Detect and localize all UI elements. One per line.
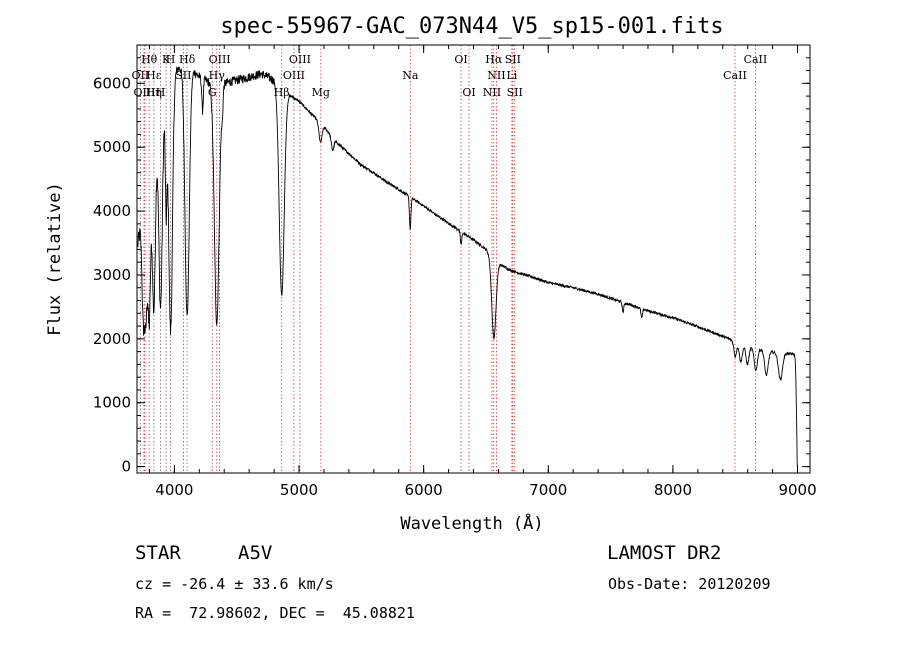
line-label: NII [483, 86, 501, 99]
line-label: Hα [485, 53, 503, 66]
line-label: Hδ [179, 53, 196, 66]
y-tick-label: 5000 [93, 138, 131, 156]
line-label: OIII [209, 53, 231, 66]
line-label: NII [487, 69, 505, 82]
y-tick-label: 4000 [93, 202, 131, 220]
line-label: Li [506, 69, 517, 82]
line-label: Hγ [209, 69, 226, 82]
chart-title: spec-55967-GAC_073N44_V5_sp15-001.fits [220, 14, 723, 39]
line-label: OI [462, 86, 475, 99]
line-markers [139, 45, 756, 473]
y-axis: 0 1000 2000 3000 4000 5000 6000 [93, 57, 810, 476]
x-tick-label: 5000 [280, 481, 318, 499]
line-label: Hε [146, 69, 162, 82]
y-tick-label: 3000 [93, 266, 131, 284]
line-label: CaII [744, 53, 768, 66]
x-axis: 4000 5000 6000 7000 8000 9000 [148, 45, 817, 499]
line-label: Hη [146, 86, 162, 99]
coordinates: RA = 72.98602, DEC = 45.08821 [135, 604, 415, 622]
line-label: OII [132, 69, 150, 82]
line-label: Mg [312, 86, 330, 99]
spectrum-series [137, 66, 798, 466]
y-axis-label: Flux (relative) [45, 182, 65, 336]
y-tick-label: 6000 [93, 74, 131, 92]
y-tick-label: 1000 [93, 394, 131, 412]
line-label: H [166, 53, 176, 66]
line-label: Hθ [141, 53, 158, 66]
x-tick-label: 9000 [778, 481, 816, 499]
velocity-readout: cz = -26.4 ± 33.6 km/s [135, 575, 334, 593]
plot-frame [136, 44, 811, 474]
line-label: H [156, 86, 166, 99]
line-label: G [208, 86, 217, 99]
x-tick-label: 7000 [529, 481, 567, 499]
line-label: Hβ [274, 86, 290, 99]
y-tick-label: 0 [121, 458, 131, 476]
line-label: SII [175, 69, 191, 82]
x-tick-label: 6000 [405, 481, 443, 499]
survey-name: LAMOST DR2 [607, 542, 722, 564]
line-label: Na [402, 69, 419, 82]
y-tick-label: 2000 [93, 330, 131, 348]
line-label: SII [507, 86, 523, 99]
line-label: K [162, 53, 171, 66]
line-label: OIII [289, 53, 311, 66]
object-class: STAR [135, 542, 181, 564]
x-axis-label: Wavelength (Å) [400, 512, 543, 534]
x-tick-label: 8000 [654, 481, 692, 499]
line-label: OI [454, 53, 467, 66]
object-subclass: A5V [238, 542, 273, 564]
line-label: CaII [723, 69, 747, 82]
line-label: OIII [283, 69, 305, 82]
obs-date: Obs-Date: 20120209 [608, 575, 771, 593]
line-label: SII [505, 53, 521, 66]
x-tick-label: 4000 [155, 481, 193, 499]
